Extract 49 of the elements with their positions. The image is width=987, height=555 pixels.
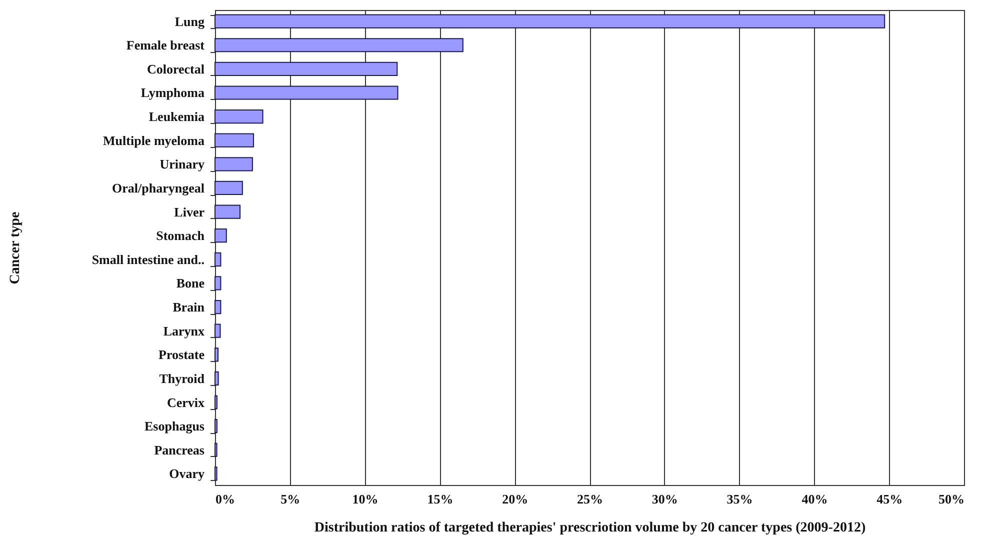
bar [214, 228, 227, 243]
bar [214, 371, 219, 386]
y-tick-label: Leukemia [148, 109, 205, 124]
bar [214, 348, 218, 362]
y-tick-label: Thyroid [159, 370, 206, 386]
bar [214, 14, 886, 28]
bar [214, 62, 398, 76]
x-tick-label: 20% [502, 492, 528, 506]
y-tick-label: Larynx [163, 323, 205, 338]
bar [214, 276, 222, 290]
y-tick-label: Colorectal [146, 61, 205, 76]
bar [214, 324, 221, 338]
y-tick-label: Multiple myeloma [103, 132, 205, 148]
bar [214, 133, 254, 148]
y-tick-label: Lung [174, 14, 205, 29]
bar [214, 252, 222, 266]
x-tick-label: 5% [280, 492, 300, 506]
x-tick-label: 0% [216, 492, 235, 506]
y-tick-label: Liver [174, 204, 205, 220]
y-tick-label: Urinary [160, 156, 205, 172]
y-axis-title: Cancer type [8, 212, 23, 284]
bar [214, 204, 241, 219]
x-tick-label: 35% [726, 492, 753, 506]
x-axis-title: Distribution ratios of targeted therapies' prescriotion volume by 20 cancer types (2009-2012) [314, 520, 866, 536]
bar [214, 180, 243, 196]
x-tick-label: 40% [802, 492, 828, 506]
bar [214, 157, 253, 172]
bar [214, 86, 398, 100]
bar [214, 38, 464, 52]
y-tick-label: Small intestine and.. [92, 252, 204, 267]
y-tick-label: Female breast [126, 38, 206, 53]
y-tick-label: Brain [172, 300, 206, 315]
x-tick-label: 25% [577, 492, 603, 506]
bar [214, 300, 222, 314]
y-tick-label: Pancreas [154, 442, 204, 458]
y-tick-label: Stomach [156, 228, 206, 244]
y-tick-label: Ovary [169, 466, 205, 482]
x-tick-label: 15% [427, 492, 454, 506]
x-tick-label: 30% [652, 492, 678, 506]
y-tick-label: Cervix [166, 394, 205, 410]
y-tick-label: Bone [176, 276, 205, 291]
bar [214, 110, 264, 124]
x-tick-label: 10% [352, 492, 378, 506]
y-tick-label: Prostate [158, 347, 205, 362]
x-tick-label: 50% [938, 492, 964, 506]
y-tick-label: Lymphoma [140, 85, 205, 100]
y-tick-label: Esophagus [144, 418, 204, 434]
y-tick-label: Oral/pharyngeal [112, 180, 205, 196]
x-tick-label: 45% [876, 492, 903, 506]
